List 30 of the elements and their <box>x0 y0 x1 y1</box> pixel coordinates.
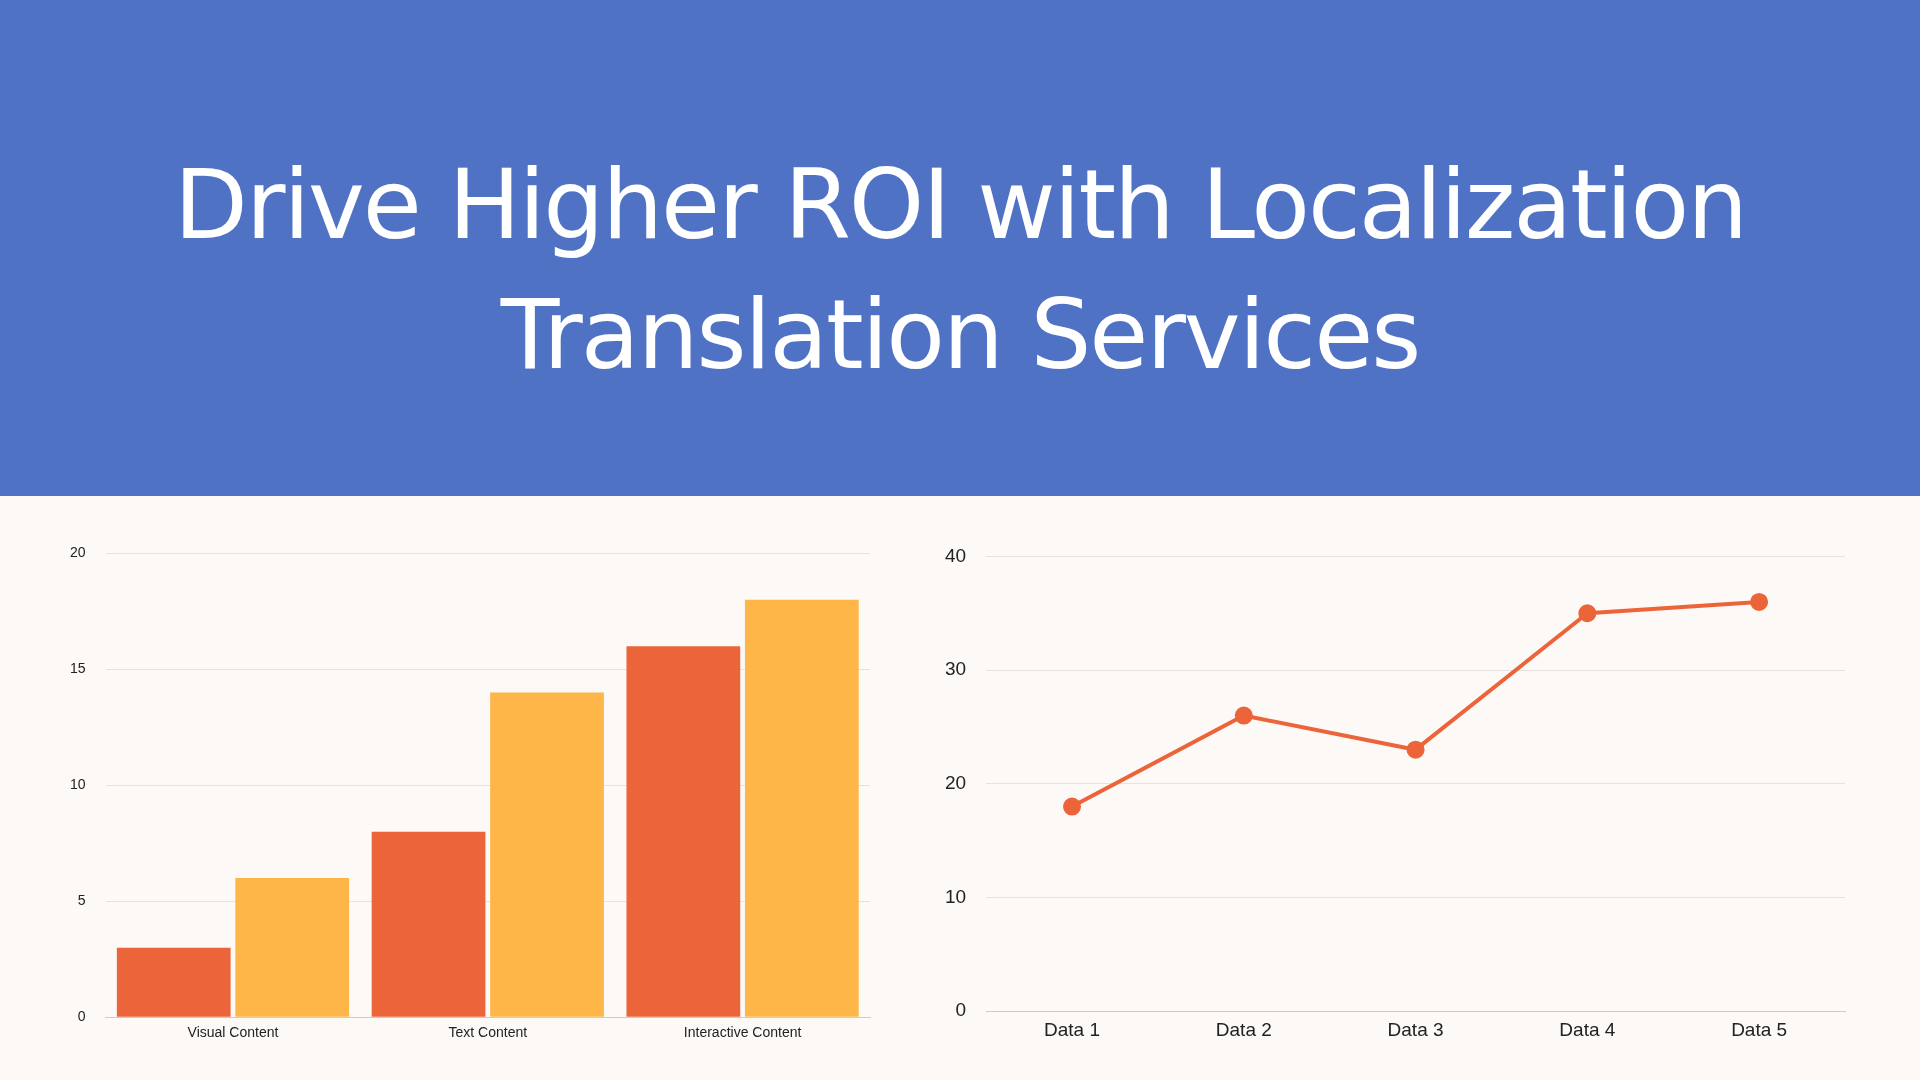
x-tick-label: Data 4 <box>1559 1018 1616 1040</box>
x-tick-label: Interactive Content <box>683 1024 802 1041</box>
y-tick-label: 5 <box>77 892 86 909</box>
point <box>1234 706 1253 725</box>
bar <box>626 646 741 1017</box>
y-tick-label: 20 <box>944 772 967 794</box>
point <box>1750 592 1769 611</box>
y-tick-label: 20 <box>69 544 86 561</box>
x-tick-label: Visual Content <box>187 1024 279 1041</box>
x-tick-label: Data 1 <box>1044 1018 1101 1040</box>
x-tick-label: Data 3 <box>1387 1018 1444 1040</box>
x-tick-label: Data 5 <box>1731 1018 1788 1040</box>
x-tick-label: Data 2 <box>1215 1018 1272 1040</box>
y-tick-label: 10 <box>944 885 967 907</box>
y-tick-label: 30 <box>944 658 967 680</box>
point <box>1578 604 1597 623</box>
x-tick-label: Text Content <box>448 1024 528 1041</box>
bar <box>490 692 604 1017</box>
y-tick-label: 15 <box>69 660 86 677</box>
bar <box>744 599 859 1017</box>
bar <box>371 831 486 1017</box>
y-tick-label: 40 <box>944 544 967 566</box>
point <box>1406 740 1425 759</box>
y-tick-label: 0 <box>77 1008 86 1025</box>
y-tick-label: 10 <box>69 776 86 793</box>
point <box>1063 797 1082 816</box>
y-tick-label: 0 <box>955 999 967 1021</box>
chart-title: Drive Higher ROI with Localization Translation Services <box>173 148 1747 393</box>
bar <box>235 878 350 1017</box>
bar <box>116 947 231 1017</box>
